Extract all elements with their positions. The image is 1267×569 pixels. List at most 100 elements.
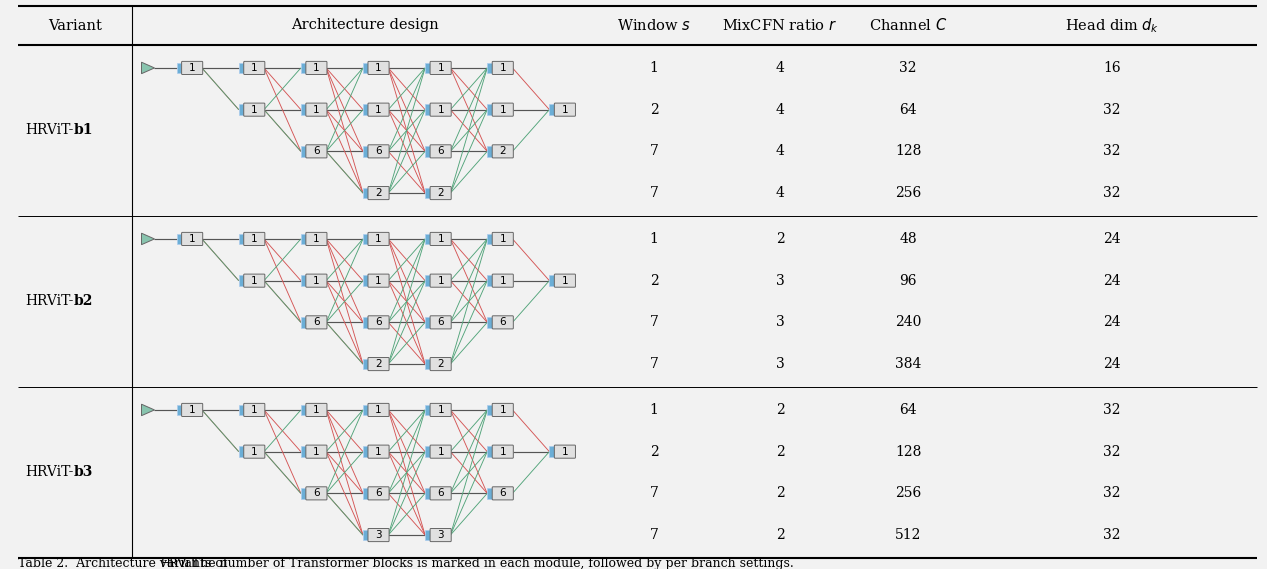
Bar <box>488 447 492 457</box>
Text: 1: 1 <box>561 447 568 457</box>
FancyBboxPatch shape <box>430 103 451 116</box>
Text: 1: 1 <box>313 447 319 457</box>
FancyBboxPatch shape <box>555 274 575 287</box>
Text: Table 2.  Architecture variants of: Table 2. Architecture variants of <box>18 557 232 569</box>
FancyBboxPatch shape <box>243 445 265 458</box>
Bar <box>362 188 367 199</box>
Text: 1: 1 <box>251 234 257 244</box>
FancyBboxPatch shape <box>367 274 389 287</box>
Text: 1: 1 <box>650 403 659 417</box>
Bar <box>426 359 430 369</box>
FancyBboxPatch shape <box>367 403 389 417</box>
Text: 32: 32 <box>900 61 917 75</box>
FancyBboxPatch shape <box>305 316 327 329</box>
FancyBboxPatch shape <box>430 61 451 75</box>
Text: 2: 2 <box>650 102 659 117</box>
FancyBboxPatch shape <box>367 232 389 245</box>
Text: 2: 2 <box>437 188 443 198</box>
FancyBboxPatch shape <box>305 445 327 458</box>
Text: 1: 1 <box>437 405 443 415</box>
Text: MixCFN ratio $r$: MixCFN ratio $r$ <box>722 18 837 33</box>
Text: 1: 1 <box>251 405 257 415</box>
Bar <box>362 488 367 498</box>
Text: 1: 1 <box>650 61 659 75</box>
Text: 1: 1 <box>375 275 381 286</box>
Bar <box>362 104 367 115</box>
FancyBboxPatch shape <box>243 274 265 287</box>
FancyBboxPatch shape <box>181 232 203 245</box>
FancyBboxPatch shape <box>492 103 513 116</box>
Text: 2: 2 <box>650 444 659 459</box>
Text: 7: 7 <box>650 315 659 329</box>
FancyBboxPatch shape <box>367 357 389 370</box>
Text: 2: 2 <box>375 359 381 369</box>
FancyBboxPatch shape <box>305 274 327 287</box>
Text: 7: 7 <box>650 145 659 158</box>
Text: 240: 240 <box>895 315 921 329</box>
Text: 1: 1 <box>375 405 381 415</box>
Text: 2: 2 <box>775 232 784 246</box>
Text: 1: 1 <box>375 234 381 244</box>
Text: 32: 32 <box>1104 486 1121 500</box>
FancyBboxPatch shape <box>492 316 513 329</box>
Bar <box>426 188 430 199</box>
Bar <box>488 63 492 73</box>
Text: 32: 32 <box>1104 444 1121 459</box>
Bar <box>362 234 367 244</box>
Text: 3: 3 <box>375 530 381 540</box>
FancyBboxPatch shape <box>181 61 203 75</box>
Text: 6: 6 <box>313 488 319 498</box>
Text: 2: 2 <box>775 403 784 417</box>
Text: 2: 2 <box>775 444 784 459</box>
Text: b2: b2 <box>73 295 94 308</box>
FancyBboxPatch shape <box>243 61 265 75</box>
Bar <box>362 530 367 541</box>
Bar <box>300 104 305 115</box>
Text: 24: 24 <box>1104 315 1121 329</box>
Text: 7: 7 <box>650 357 659 371</box>
Text: 2: 2 <box>650 274 659 288</box>
Bar <box>362 447 367 457</box>
Bar <box>238 234 243 244</box>
Text: 7: 7 <box>650 486 659 500</box>
FancyBboxPatch shape <box>555 445 575 458</box>
Text: . The number of Transformer blocks is marked in each module, followed by per bra: . The number of Transformer blocks is ma… <box>184 557 794 569</box>
FancyBboxPatch shape <box>367 103 389 116</box>
Bar <box>550 104 554 115</box>
Text: 4: 4 <box>775 102 784 117</box>
Bar <box>300 488 305 498</box>
Bar <box>488 104 492 115</box>
Text: 1: 1 <box>313 63 319 73</box>
Bar <box>426 447 430 457</box>
Bar <box>426 405 430 415</box>
FancyBboxPatch shape <box>305 145 327 158</box>
Text: Variant: Variant <box>48 19 101 32</box>
Bar <box>426 104 430 115</box>
FancyBboxPatch shape <box>492 232 513 245</box>
FancyBboxPatch shape <box>305 232 327 245</box>
Text: 6: 6 <box>499 318 506 327</box>
FancyBboxPatch shape <box>243 403 265 417</box>
Text: 48: 48 <box>900 232 917 246</box>
FancyBboxPatch shape <box>555 103 575 116</box>
FancyBboxPatch shape <box>492 274 513 287</box>
Text: 32: 32 <box>1104 102 1121 117</box>
Bar <box>488 146 492 156</box>
Bar <box>426 63 430 73</box>
Text: 7: 7 <box>650 528 659 542</box>
Text: 1: 1 <box>499 405 506 415</box>
Bar <box>550 447 554 457</box>
Bar <box>426 530 430 541</box>
Bar <box>488 405 492 415</box>
Text: 128: 128 <box>895 145 921 158</box>
Text: 256: 256 <box>895 186 921 200</box>
Text: 1: 1 <box>561 275 568 286</box>
Text: 1: 1 <box>313 405 319 415</box>
Bar <box>176 63 181 73</box>
FancyBboxPatch shape <box>305 103 327 116</box>
Bar <box>238 275 243 286</box>
Text: 32: 32 <box>1104 528 1121 542</box>
Text: 1: 1 <box>437 63 443 73</box>
Text: 3: 3 <box>775 315 784 329</box>
Text: 1: 1 <box>251 447 257 457</box>
